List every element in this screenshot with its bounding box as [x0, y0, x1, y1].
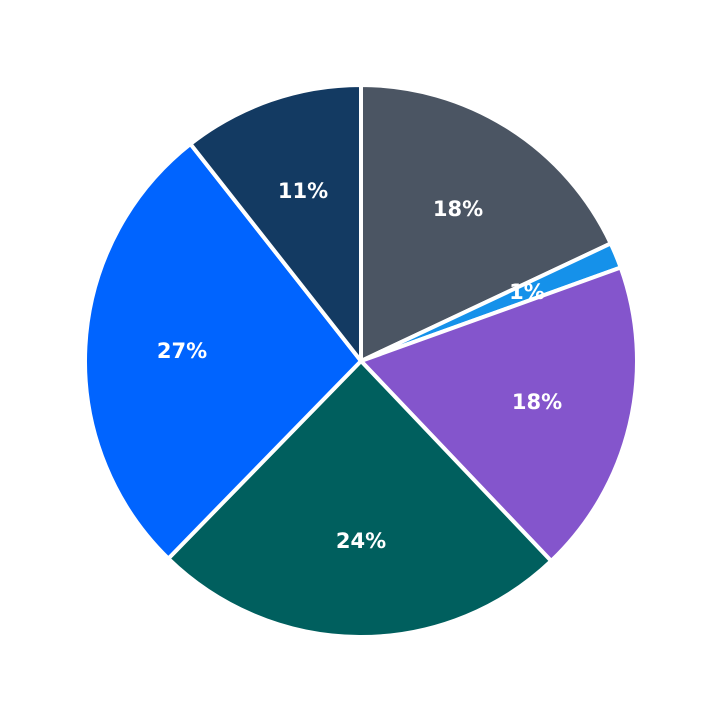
slice-percent-label: 27%	[157, 339, 207, 363]
pie-slice	[359, 83, 613, 363]
slice-percent-label: 18%	[512, 390, 562, 414]
pie-slice	[83, 141, 363, 561]
pie-slice	[188, 83, 363, 363]
pie-slice	[359, 265, 639, 564]
pie-slice	[166, 359, 554, 639]
slice-percent-label: 18%	[433, 197, 483, 221]
pie-slices	[83, 83, 639, 639]
slice-percent-label: 24%	[336, 529, 386, 553]
pie-labels: 18% 1% 18% 24% 27% 11%	[157, 179, 562, 553]
slice-percent-label: 1%	[509, 280, 545, 304]
slice-percent-label: 11%	[278, 179, 328, 203]
